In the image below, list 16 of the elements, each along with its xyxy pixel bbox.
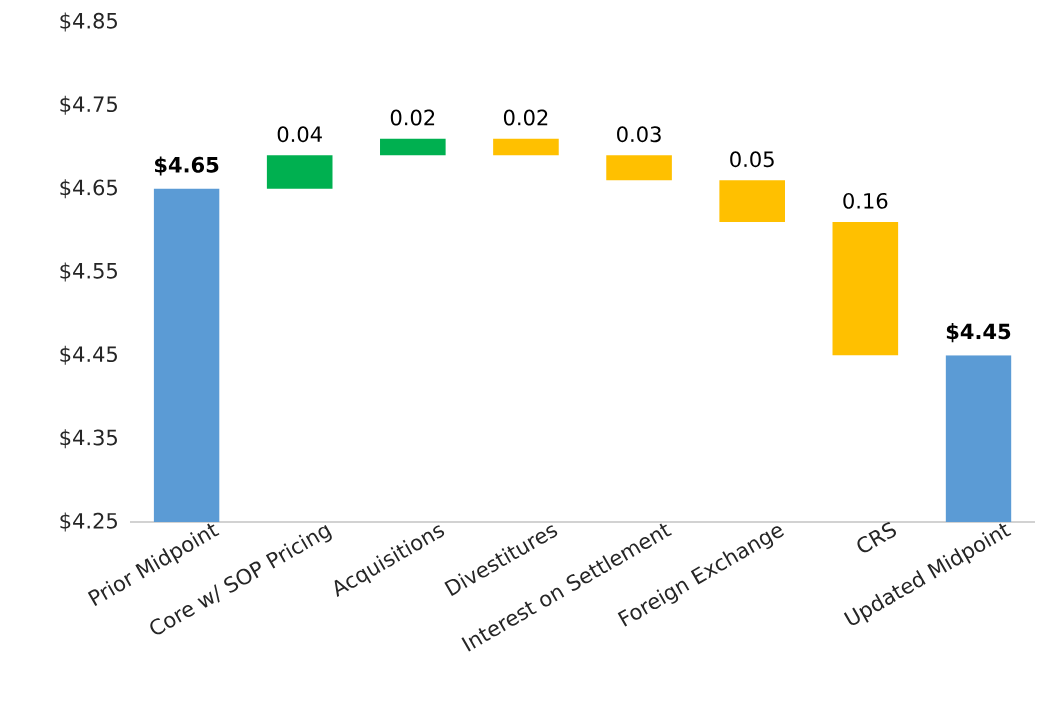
data-label: $4.65 (155, 156, 219, 176)
y-tick-label: $4.65 (60, 179, 117, 199)
y-tick-label: $4.85 (60, 12, 117, 32)
x-tick-label: CRS (857, 522, 897, 553)
data-label: 0.02 (503, 109, 548, 126)
y-tick-label: $4.35 (60, 429, 117, 449)
y-tick-label: $4.55 (60, 262, 117, 282)
data-label: 0.03 (617, 126, 661, 143)
data-label: 0.05 (730, 151, 774, 168)
data-label: 0.02 (390, 109, 435, 126)
y-tick-label: $4.75 (60, 95, 117, 115)
data-label: 0.16 (843, 192, 888, 209)
data-label: $4.45 (946, 323, 1011, 343)
y-tick-label: $4.25 (60, 512, 117, 532)
y-tick-label: $4.45 (60, 345, 117, 365)
data-label: 0.04 (277, 126, 322, 143)
